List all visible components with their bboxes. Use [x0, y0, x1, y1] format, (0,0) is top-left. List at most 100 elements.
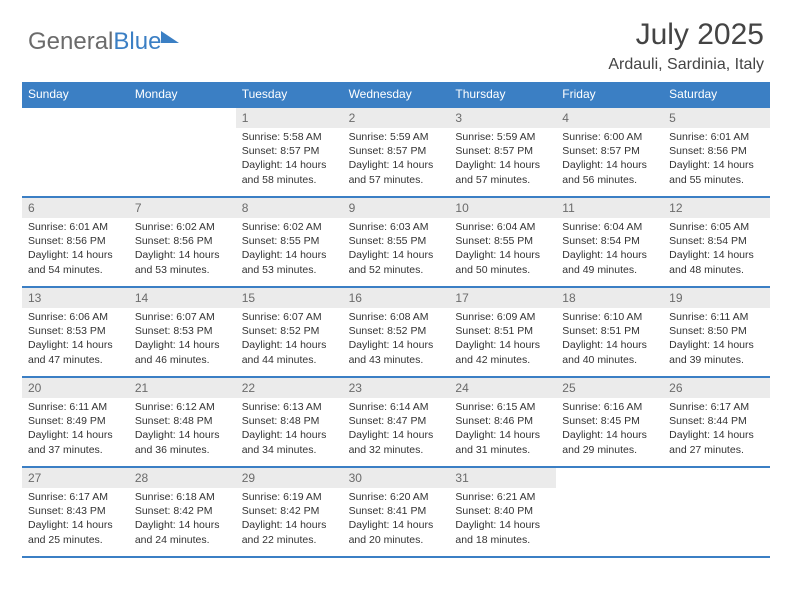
calendar-day-cell: 22Sunrise: 6:13 AMSunset: 8:48 PMDayligh…	[236, 378, 343, 466]
day-number: 4	[556, 108, 663, 128]
day-number: 26	[663, 378, 770, 398]
calendar-day-cell: 6Sunrise: 6:01 AMSunset: 8:56 PMDaylight…	[22, 198, 129, 286]
day-number: 5	[663, 108, 770, 128]
weekday-header-cell: Sunday	[22, 82, 129, 106]
calendar-day-cell: 18Sunrise: 6:10 AMSunset: 8:51 PMDayligh…	[556, 288, 663, 376]
day-number: 3	[449, 108, 556, 128]
calendar-day-cell: 27Sunrise: 6:17 AMSunset: 8:43 PMDayligh…	[22, 468, 129, 556]
day-details: Sunrise: 6:01 AMSunset: 8:56 PMDaylight:…	[22, 218, 129, 281]
calendar-day-cell: 13Sunrise: 6:06 AMSunset: 8:53 PMDayligh…	[22, 288, 129, 376]
calendar-day-cell: 12Sunrise: 6:05 AMSunset: 8:54 PMDayligh…	[663, 198, 770, 286]
calendar-empty-cell	[22, 108, 129, 196]
day-details: Sunrise: 6:16 AMSunset: 8:45 PMDaylight:…	[556, 398, 663, 461]
day-number: 7	[129, 198, 236, 218]
brand-logo: GeneralBlue	[28, 28, 179, 56]
day-details: Sunrise: 6:18 AMSunset: 8:42 PMDaylight:…	[129, 488, 236, 551]
calendar-day-cell: 16Sunrise: 6:08 AMSunset: 8:52 PMDayligh…	[343, 288, 450, 376]
day-number: 11	[556, 198, 663, 218]
calendar-day-cell: 4Sunrise: 6:00 AMSunset: 8:57 PMDaylight…	[556, 108, 663, 196]
calendar-empty-cell	[129, 108, 236, 196]
day-number: 18	[556, 288, 663, 308]
day-number: 21	[129, 378, 236, 398]
calendar-empty-cell	[556, 468, 663, 556]
calendar-day-cell: 9Sunrise: 6:03 AMSunset: 8:55 PMDaylight…	[343, 198, 450, 286]
calendar-day-cell: 2Sunrise: 5:59 AMSunset: 8:57 PMDaylight…	[343, 108, 450, 196]
brand-triangle-icon	[161, 31, 179, 43]
day-details: Sunrise: 5:59 AMSunset: 8:57 PMDaylight:…	[449, 128, 556, 191]
day-number: 9	[343, 198, 450, 218]
brand-general: General	[28, 28, 113, 55]
day-number: 27	[22, 468, 129, 488]
day-details: Sunrise: 6:11 AMSunset: 8:50 PMDaylight:…	[663, 308, 770, 371]
weekday-header-cell: Thursday	[449, 82, 556, 106]
calendar-day-cell: 7Sunrise: 6:02 AMSunset: 8:56 PMDaylight…	[129, 198, 236, 286]
day-number: 22	[236, 378, 343, 398]
day-details: Sunrise: 6:17 AMSunset: 8:44 PMDaylight:…	[663, 398, 770, 461]
calendar-day-cell: 14Sunrise: 6:07 AMSunset: 8:53 PMDayligh…	[129, 288, 236, 376]
calendar-day-cell: 30Sunrise: 6:20 AMSunset: 8:41 PMDayligh…	[343, 468, 450, 556]
day-details: Sunrise: 6:03 AMSunset: 8:55 PMDaylight:…	[343, 218, 450, 281]
day-number: 31	[449, 468, 556, 488]
weekday-header-cell: Friday	[556, 82, 663, 106]
day-details: Sunrise: 6:20 AMSunset: 8:41 PMDaylight:…	[343, 488, 450, 551]
calendar-body: 1Sunrise: 5:58 AMSunset: 8:57 PMDaylight…	[22, 106, 770, 558]
location-subtitle: Ardauli, Sardinia, Italy	[608, 56, 764, 74]
day-details: Sunrise: 6:19 AMSunset: 8:42 PMDaylight:…	[236, 488, 343, 551]
calendar-day-cell: 21Sunrise: 6:12 AMSunset: 8:48 PMDayligh…	[129, 378, 236, 466]
calendar-day-cell: 3Sunrise: 5:59 AMSunset: 8:57 PMDaylight…	[449, 108, 556, 196]
day-details: Sunrise: 6:06 AMSunset: 8:53 PMDaylight:…	[22, 308, 129, 371]
weekday-header-row: SundayMondayTuesdayWednesdayThursdayFrid…	[22, 82, 770, 106]
day-number: 13	[22, 288, 129, 308]
day-details: Sunrise: 6:02 AMSunset: 8:56 PMDaylight:…	[129, 218, 236, 281]
weekday-header-cell: Monday	[129, 82, 236, 106]
calendar-day-cell: 23Sunrise: 6:14 AMSunset: 8:47 PMDayligh…	[343, 378, 450, 466]
calendar-day-cell: 25Sunrise: 6:16 AMSunset: 8:45 PMDayligh…	[556, 378, 663, 466]
header: GeneralBlue July 2025 Ardauli, Sardinia,…	[0, 0, 792, 82]
day-number: 30	[343, 468, 450, 488]
calendar-empty-cell	[663, 468, 770, 556]
calendar-week-row: 6Sunrise: 6:01 AMSunset: 8:56 PMDaylight…	[22, 196, 770, 286]
day-details: Sunrise: 6:10 AMSunset: 8:51 PMDaylight:…	[556, 308, 663, 371]
weekday-header-cell: Tuesday	[236, 82, 343, 106]
day-number: 14	[129, 288, 236, 308]
calendar-day-cell: 11Sunrise: 6:04 AMSunset: 8:54 PMDayligh…	[556, 198, 663, 286]
calendar-day-cell: 20Sunrise: 6:11 AMSunset: 8:49 PMDayligh…	[22, 378, 129, 466]
brand-text: GeneralBlue	[28, 28, 161, 56]
day-details: Sunrise: 6:09 AMSunset: 8:51 PMDaylight:…	[449, 308, 556, 371]
day-details: Sunrise: 5:59 AMSunset: 8:57 PMDaylight:…	[343, 128, 450, 191]
day-details: Sunrise: 6:02 AMSunset: 8:55 PMDaylight:…	[236, 218, 343, 281]
day-number: 16	[343, 288, 450, 308]
day-details: Sunrise: 6:05 AMSunset: 8:54 PMDaylight:…	[663, 218, 770, 281]
calendar-week-row: 13Sunrise: 6:06 AMSunset: 8:53 PMDayligh…	[22, 286, 770, 376]
calendar-week-row: 20Sunrise: 6:11 AMSunset: 8:49 PMDayligh…	[22, 376, 770, 466]
day-details: Sunrise: 5:58 AMSunset: 8:57 PMDaylight:…	[236, 128, 343, 191]
calendar: SundayMondayTuesdayWednesdayThursdayFrid…	[22, 82, 770, 558]
title-block: July 2025 Ardauli, Sardinia, Italy	[608, 18, 764, 74]
day-details: Sunrise: 6:08 AMSunset: 8:52 PMDaylight:…	[343, 308, 450, 371]
day-number: 19	[663, 288, 770, 308]
day-number: 8	[236, 198, 343, 218]
calendar-day-cell: 28Sunrise: 6:18 AMSunset: 8:42 PMDayligh…	[129, 468, 236, 556]
calendar-week-row: 1Sunrise: 5:58 AMSunset: 8:57 PMDaylight…	[22, 106, 770, 196]
day-number: 1	[236, 108, 343, 128]
calendar-day-cell: 24Sunrise: 6:15 AMSunset: 8:46 PMDayligh…	[449, 378, 556, 466]
day-details: Sunrise: 6:21 AMSunset: 8:40 PMDaylight:…	[449, 488, 556, 551]
day-details: Sunrise: 6:15 AMSunset: 8:46 PMDaylight:…	[449, 398, 556, 461]
calendar-day-cell: 31Sunrise: 6:21 AMSunset: 8:40 PMDayligh…	[449, 468, 556, 556]
day-number: 24	[449, 378, 556, 398]
calendar-week-row: 27Sunrise: 6:17 AMSunset: 8:43 PMDayligh…	[22, 466, 770, 558]
brand-blue: Blue	[113, 28, 161, 55]
calendar-day-cell: 26Sunrise: 6:17 AMSunset: 8:44 PMDayligh…	[663, 378, 770, 466]
calendar-day-cell: 1Sunrise: 5:58 AMSunset: 8:57 PMDaylight…	[236, 108, 343, 196]
day-details: Sunrise: 6:00 AMSunset: 8:57 PMDaylight:…	[556, 128, 663, 191]
day-details: Sunrise: 6:04 AMSunset: 8:55 PMDaylight:…	[449, 218, 556, 281]
day-number: 10	[449, 198, 556, 218]
calendar-day-cell: 10Sunrise: 6:04 AMSunset: 8:55 PMDayligh…	[449, 198, 556, 286]
day-number: 29	[236, 468, 343, 488]
day-details: Sunrise: 6:07 AMSunset: 8:53 PMDaylight:…	[129, 308, 236, 371]
day-number: 12	[663, 198, 770, 218]
day-number: 23	[343, 378, 450, 398]
month-title: July 2025	[608, 18, 764, 52]
day-details: Sunrise: 6:14 AMSunset: 8:47 PMDaylight:…	[343, 398, 450, 461]
day-number: 20	[22, 378, 129, 398]
